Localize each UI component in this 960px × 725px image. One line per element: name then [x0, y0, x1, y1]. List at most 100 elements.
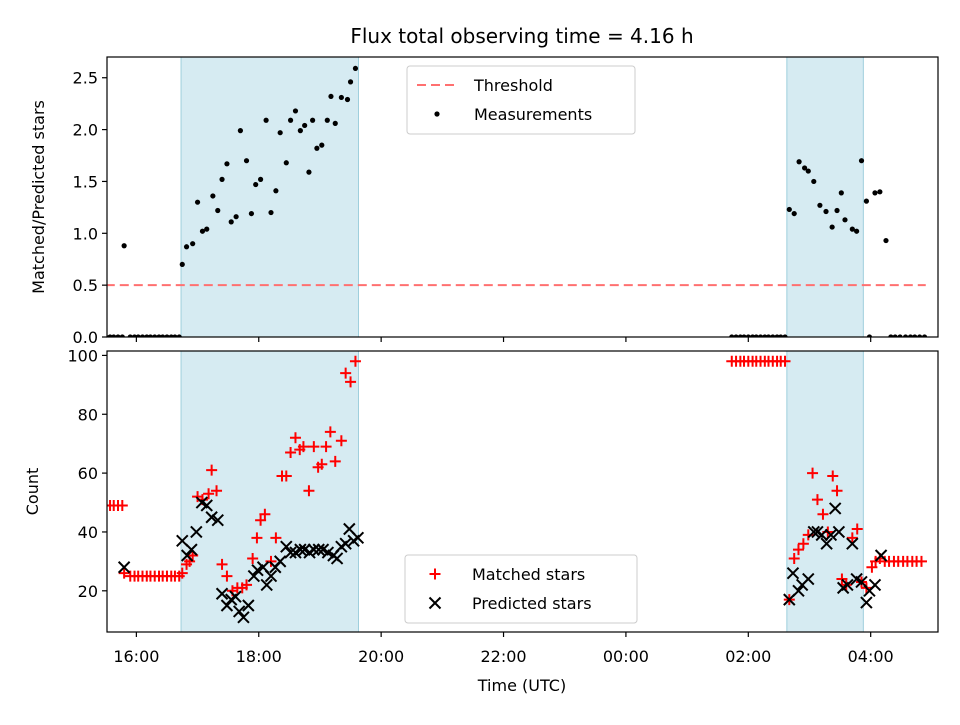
data-point — [139, 334, 146, 337]
data-point — [232, 605, 246, 618]
data-point — [285, 447, 297, 459]
data-point — [753, 334, 759, 337]
data-point — [842, 217, 848, 223]
data-point — [308, 441, 320, 453]
data-point — [237, 128, 244, 134]
data-point — [233, 214, 239, 220]
data-point — [851, 523, 863, 535]
y-tick-label: 0.5 — [73, 276, 98, 295]
data-point — [807, 467, 819, 479]
legend-swatch — [428, 596, 442, 610]
data-point — [203, 488, 215, 500]
data-point — [215, 587, 229, 600]
data-point — [152, 334, 158, 337]
plot-area — [107, 65, 928, 337]
data-point — [907, 334, 914, 337]
data-point — [338, 94, 344, 101]
data-point — [116, 499, 128, 511]
data-point — [745, 334, 751, 337]
data-point — [791, 210, 797, 217]
data-point — [292, 108, 299, 114]
chart-title: Flux total observing time = 4.16 h — [350, 24, 693, 48]
data-point — [860, 596, 873, 609]
y-tick-label: 2.0 — [73, 121, 98, 140]
data-point — [289, 432, 301, 444]
data-point — [302, 122, 308, 129]
plot-frame — [106, 56, 939, 338]
x-tick-label: 00:00 — [603, 647, 649, 666]
y-tick-label: 0.0 — [73, 328, 98, 347]
data-point — [204, 226, 210, 232]
data-point — [314, 145, 320, 151]
data-point — [846, 532, 858, 544]
data-point — [180, 549, 194, 562]
data-point — [277, 130, 283, 136]
plot-frame — [106, 350, 939, 633]
data-point — [883, 237, 889, 244]
data-point — [241, 579, 253, 591]
data-point — [340, 367, 352, 379]
data-point — [320, 441, 332, 453]
y-axis-label: Matched/Predicted stars — [29, 100, 48, 294]
data-point — [211, 513, 224, 527]
legend-frame — [404, 554, 638, 624]
data-point — [733, 334, 739, 337]
data-point — [200, 499, 213, 512]
data-point — [121, 243, 127, 249]
y-tick-label: 20 — [78, 582, 98, 601]
data-point — [805, 168, 811, 174]
x-tick-label: 22:00 — [480, 647, 526, 666]
data-point — [265, 555, 277, 567]
data-point — [897, 334, 903, 337]
y-tick-label: 60 — [78, 464, 98, 483]
data-point — [287, 117, 294, 123]
data-point — [807, 525, 820, 539]
data-point — [796, 159, 802, 165]
data-point — [779, 355, 791, 367]
data-point — [264, 569, 278, 583]
data-point — [237, 611, 250, 624]
data-point — [838, 190, 844, 196]
data-point — [260, 578, 273, 592]
data-point — [216, 558, 228, 570]
data-point — [846, 537, 859, 550]
data-point — [164, 334, 170, 337]
data-point — [854, 228, 860, 234]
legend-label: Predicted stars — [472, 594, 592, 613]
data-point — [921, 334, 928, 337]
data-point — [183, 244, 190, 250]
data-point — [915, 555, 927, 567]
data-point — [185, 543, 198, 556]
legend-frame — [406, 65, 636, 135]
data-point — [273, 188, 279, 194]
data-point — [820, 537, 833, 550]
data-point — [199, 228, 206, 234]
data-point — [205, 511, 218, 524]
x-tick-label: 18:00 — [236, 647, 282, 666]
data-point — [194, 199, 201, 205]
data-point — [874, 549, 888, 562]
data-point — [330, 552, 344, 565]
data-point — [294, 543, 307, 556]
data-point — [765, 334, 772, 337]
data-point — [268, 209, 274, 216]
data-point — [221, 570, 233, 582]
data-point — [757, 334, 764, 337]
data-point — [817, 202, 823, 208]
data-point — [868, 578, 882, 592]
data-point — [135, 334, 141, 337]
data-point — [263, 117, 269, 123]
data-point — [831, 485, 843, 497]
data-point — [229, 590, 242, 603]
series-measurements — [107, 65, 928, 337]
data-point — [778, 334, 784, 337]
data-point — [352, 65, 359, 72]
data-point — [115, 334, 121, 337]
data-point — [801, 165, 808, 171]
data-point — [255, 514, 267, 526]
data-point — [253, 181, 259, 188]
data-point — [345, 376, 357, 388]
legend-label: Matched stars — [472, 565, 585, 584]
y-tick-label: 2.5 — [73, 69, 98, 88]
